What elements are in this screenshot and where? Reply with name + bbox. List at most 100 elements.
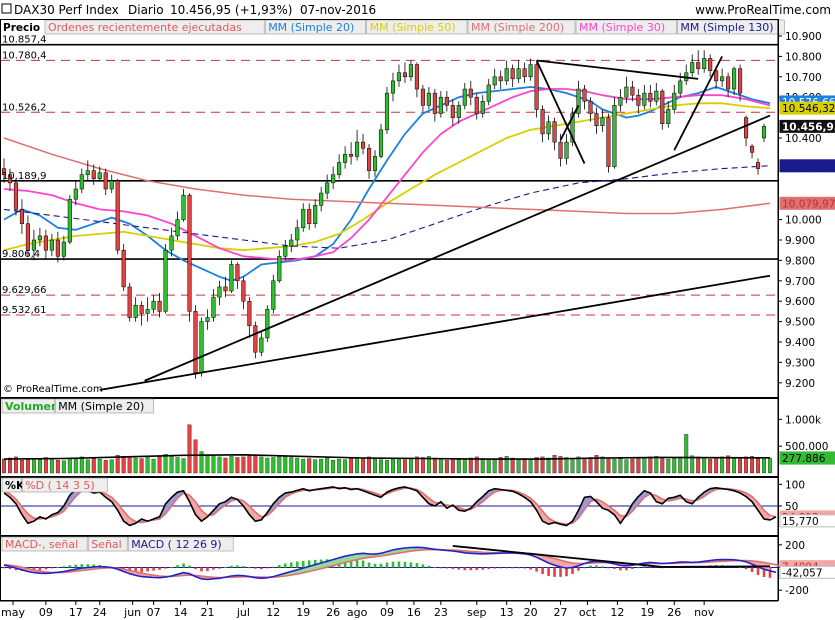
macd-hist-bar xyxy=(511,567,514,569)
price-plot xyxy=(1,43,778,391)
price-candle xyxy=(61,235,66,261)
macd-hist-bar xyxy=(660,567,664,569)
price-candle xyxy=(151,295,156,314)
stoch-fill xyxy=(69,489,76,504)
legend-item-label: MM (Simple 20) xyxy=(268,21,354,34)
volume-bar xyxy=(109,459,114,474)
price-candle-body xyxy=(325,182,330,194)
volume-legend-item[interactable]: MM (Simple 20) xyxy=(54,398,154,414)
legend-item-0[interactable]: Ordenes recientemente ejecutadas xyxy=(44,19,265,35)
price-candle xyxy=(390,72,396,102)
macd-hist-bar xyxy=(2,567,6,569)
stoch-k-line xyxy=(3,486,777,527)
volume-bar xyxy=(684,434,689,474)
volume-bar xyxy=(696,456,701,474)
legend-item-5[interactable]: MM (Simple 130) xyxy=(677,19,785,35)
x-tick-label: jul xyxy=(236,606,250,619)
volume-bar xyxy=(612,458,617,474)
stoch-legend-label: %K xyxy=(5,479,25,492)
price-candle-body xyxy=(181,194,186,220)
volume-bar xyxy=(319,458,324,474)
stoch-fill xyxy=(758,502,765,519)
price-candle-body xyxy=(624,86,629,98)
volume-bar xyxy=(193,439,198,474)
window-menu-icon[interactable] xyxy=(1,3,12,14)
stoch-fill xyxy=(578,497,585,519)
volume-bar xyxy=(756,458,760,474)
legend-item-4[interactable]: MM (Simple 30) xyxy=(575,19,677,35)
price-candle xyxy=(187,193,192,322)
price-candle xyxy=(438,91,443,118)
macd-legend-item[interactable]: MACD-, señal xyxy=(1,536,88,552)
volume-bar xyxy=(630,458,635,474)
volume-bar xyxy=(492,459,497,474)
volume-bar xyxy=(702,457,707,474)
volume-legend-box xyxy=(54,398,154,414)
macd-hist-bar xyxy=(218,567,221,569)
macd-hist-bar xyxy=(349,559,353,568)
price-candle-body xyxy=(546,121,551,135)
stoch-fill xyxy=(165,497,172,514)
price-candle-body xyxy=(390,80,396,94)
price-candle xyxy=(660,89,665,130)
macd-legend-item[interactable]: Señal xyxy=(87,536,128,552)
x-tick-label: 19 xyxy=(296,606,310,619)
price-ma-line xyxy=(3,165,771,249)
volume-legend-item[interactable]: Volumen xyxy=(1,398,59,414)
price-candle-body xyxy=(558,141,563,159)
price-candle xyxy=(37,227,42,247)
volume-bar xyxy=(420,457,425,474)
macd-legend-item[interactable]: MACD ( 12 26 9) xyxy=(127,536,234,552)
price-candle xyxy=(606,113,611,173)
price-ytick-label: 9.900 xyxy=(785,235,815,247)
price-candle xyxy=(516,60,521,83)
macd-hist-bar xyxy=(86,564,90,568)
price-candle-body xyxy=(301,209,306,229)
macd-tag-label: -42,057 xyxy=(782,567,823,579)
legend-item-2[interactable]: MM (Simple 50) xyxy=(366,19,468,35)
price-candle-body xyxy=(516,68,521,80)
legend-item-label: MM (Simple 30) xyxy=(579,21,665,34)
x-tick-label: 13 xyxy=(500,606,514,619)
volume-ma-line xyxy=(3,453,771,460)
volume-ytick-label: 500.000 xyxy=(785,441,828,453)
macd-hist-bar xyxy=(146,567,149,572)
price-candle-body xyxy=(253,325,258,353)
macd-hist-bar xyxy=(535,567,538,572)
price-candle xyxy=(121,244,126,291)
price-candle xyxy=(295,219,300,247)
price-candle xyxy=(546,115,551,141)
stoch-legend-label: %D ( 14 3 5) xyxy=(25,479,95,492)
macd-hist-bar xyxy=(188,565,191,568)
price-candle-body xyxy=(25,223,30,251)
price-candle-body xyxy=(504,68,509,82)
stoch-fill xyxy=(482,490,489,502)
volume-bar xyxy=(600,456,605,474)
volume-bar xyxy=(265,457,270,474)
macd-hist-bar xyxy=(158,567,161,570)
price-candle xyxy=(666,101,671,128)
macd-hist-bar xyxy=(463,567,467,571)
macd-hist-bar xyxy=(427,565,431,568)
macd-hist-bar xyxy=(750,567,754,572)
price-candle-body xyxy=(49,239,54,251)
volume-bar xyxy=(157,456,162,474)
x-tick-label: 09 xyxy=(380,606,394,619)
macd-hist-bar xyxy=(571,567,574,574)
stoch-legend-item[interactable]: %D ( 14 3 5) xyxy=(21,477,108,493)
stoch-legend-item[interactable]: %K xyxy=(1,477,25,493)
macd-hist-bar xyxy=(373,563,377,568)
price-candle xyxy=(331,166,336,189)
price-candle xyxy=(672,84,677,114)
price-candle-body xyxy=(127,286,132,318)
legend-item-3[interactable]: MM (Simple 200) xyxy=(467,19,576,35)
legend-item-label: MM (Simple 130) xyxy=(680,21,773,34)
price-candle xyxy=(193,305,198,379)
legend-item-1[interactable]: MM (Simple 20) xyxy=(264,19,366,35)
price-candle-body xyxy=(474,96,479,114)
price-candle-body xyxy=(612,105,617,167)
volume-bar xyxy=(522,458,527,474)
x-tick-label: 12 xyxy=(610,606,624,619)
price-ytick-label: 9.500 xyxy=(785,317,815,329)
volume-bar xyxy=(624,459,629,474)
